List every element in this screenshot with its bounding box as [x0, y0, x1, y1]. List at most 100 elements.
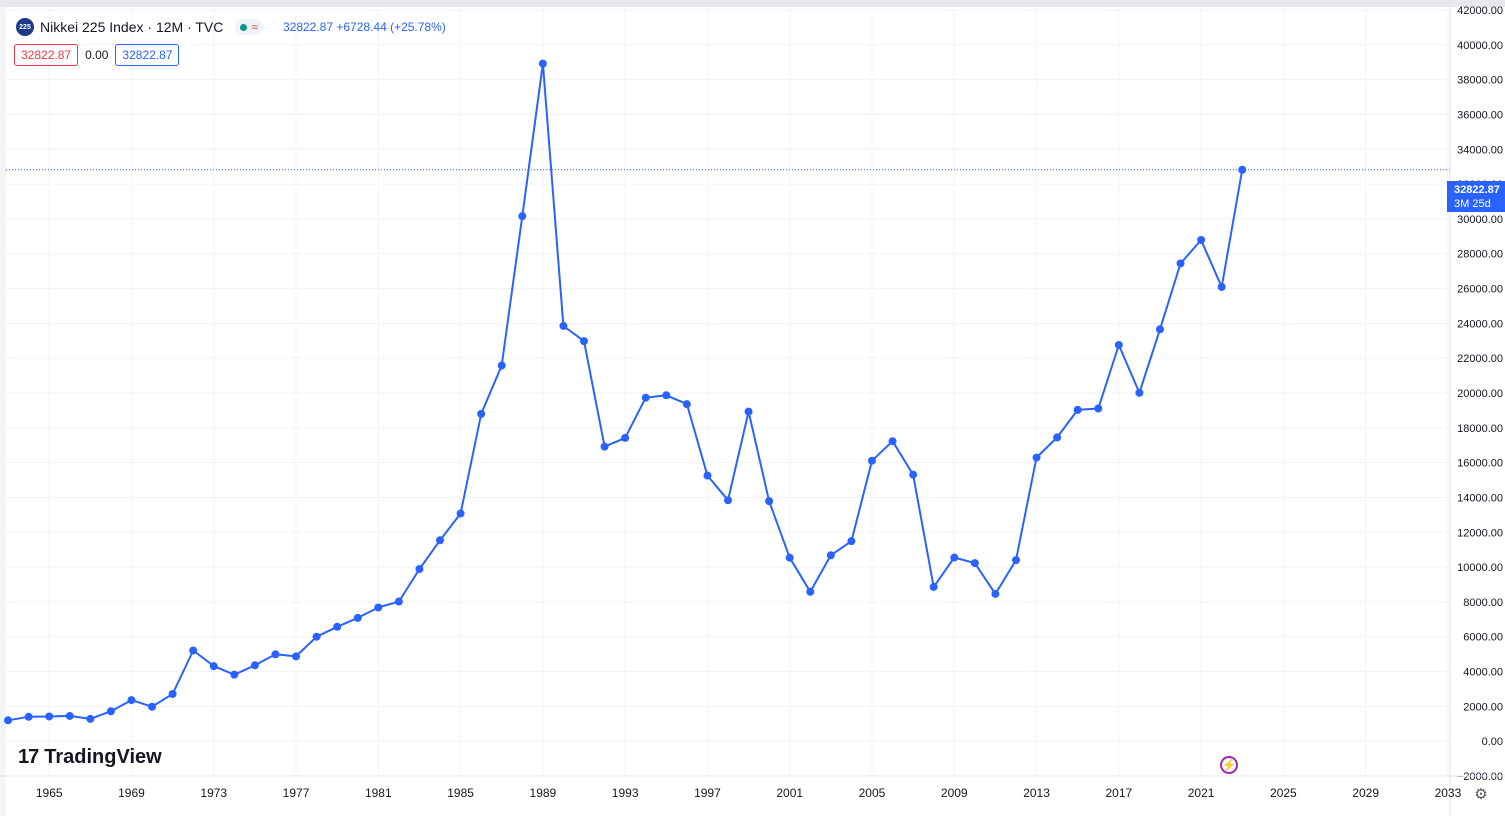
data-point	[1135, 388, 1144, 397]
last-price-value: 32822.87	[1454, 184, 1500, 196]
data-wave-icon: ≈	[251, 20, 258, 34]
y-tick-label: 10000.00	[1457, 562, 1503, 574]
left-border	[0, 7, 6, 816]
data-point	[888, 437, 897, 446]
data-point	[106, 707, 115, 716]
x-tick-label: 2029	[1352, 786, 1379, 800]
data-point	[168, 690, 177, 699]
y-tick-label: 24000.00	[1457, 318, 1503, 330]
y-tick-label: 40000.00	[1457, 40, 1503, 52]
settings-icon[interactable]: ⚙	[1474, 786, 1488, 803]
data-point	[991, 589, 1000, 598]
value-row: 32822.87 0.00 32822.87	[14, 44, 180, 66]
data-point	[765, 497, 774, 506]
data-point	[4, 716, 13, 725]
y-tick-label: 42000.00	[1457, 5, 1503, 17]
x-tick-label: 2025	[1270, 786, 1297, 800]
data-point	[641, 393, 650, 402]
x-tick-label: 2033	[1435, 786, 1462, 800]
data-point	[744, 407, 753, 416]
data-point	[148, 702, 157, 711]
top-border	[0, 0, 1505, 7]
y-tick-label: 26000.00	[1457, 284, 1503, 296]
y-tick-label: 28000.00	[1457, 249, 1503, 261]
data-point	[1197, 235, 1206, 244]
data-point	[682, 400, 691, 409]
x-tick-label: 2017	[1105, 786, 1132, 800]
data-point	[621, 433, 630, 442]
y-tick-label: 2000.00	[1463, 701, 1503, 713]
x-tick-label: 1973	[200, 786, 227, 800]
x-tick-label: 1993	[612, 786, 639, 800]
data-point	[1155, 325, 1164, 334]
y-tick-label: 38000.00	[1457, 75, 1503, 87]
y-tick-label: 16000.00	[1457, 458, 1503, 470]
y-tick-label: 8000.00	[1463, 597, 1503, 609]
data-point	[230, 670, 239, 679]
data-point	[86, 714, 95, 723]
x-tick-label: 2009	[941, 786, 968, 800]
nikkei-symbol-icon: 225	[16, 18, 34, 36]
y-tick-label: 4000.00	[1463, 667, 1503, 679]
x-tick-label: 1997	[694, 786, 721, 800]
data-point	[538, 59, 547, 68]
data-point	[518, 212, 527, 221]
data-point	[374, 603, 383, 612]
x-tick-label: 1981	[365, 786, 392, 800]
grid	[6, 9, 1450, 777]
data-point	[785, 553, 794, 562]
data-point	[127, 696, 136, 705]
value-box-right: 32822.87	[115, 44, 180, 66]
data-point	[1032, 453, 1041, 462]
x-tick-label: 2001	[776, 786, 803, 800]
data-point	[909, 470, 918, 479]
y-tick-label: −2000.00	[1457, 771, 1503, 783]
data-point	[271, 650, 280, 659]
data-point	[662, 391, 671, 400]
x-tick-label: 1985	[447, 786, 474, 800]
data-point	[1073, 405, 1082, 414]
data-point	[1094, 404, 1103, 413]
data-point	[1011, 556, 1020, 565]
y-tick-label: 36000.00	[1457, 109, 1503, 121]
y-tick-label: 34000.00	[1457, 144, 1503, 156]
y-tick-label: 6000.00	[1463, 632, 1503, 644]
data-point	[929, 582, 938, 591]
data-point	[415, 565, 424, 574]
last-price-tag: 32822.87 3M 25d	[1447, 181, 1505, 212]
x-tick-label: 2005	[859, 786, 886, 800]
symbol-title[interactable]: Nikkei 225 Index · 12M · TVC	[40, 19, 224, 35]
data-point	[497, 361, 506, 370]
data-point	[970, 559, 979, 568]
value-box-left: 32822.87	[14, 44, 79, 66]
data-point	[353, 613, 362, 622]
tradingview-mark-icon: 17	[18, 746, 39, 768]
data-point	[209, 662, 218, 671]
data-point	[867, 456, 876, 465]
last-change-values: 32822.87 +6728.44 (+25.78%)	[282, 20, 446, 34]
data-point	[292, 652, 301, 661]
time-axis: 1965 1969 1973 1977 1981 1985 1989 1993 1997 2001…	[0, 775, 1505, 800]
y-tick-label: 0.00	[1482, 736, 1503, 748]
data-point	[65, 711, 74, 720]
data-point	[580, 337, 589, 346]
tradingview-logo[interactable]: 17 TradingView	[18, 746, 162, 769]
data-point	[1053, 433, 1062, 442]
series-layer	[4, 59, 1247, 725]
data-point	[806, 587, 815, 596]
data-point	[394, 597, 403, 606]
symbol-legend[interactable]: 225 Nikkei 225 Index · 12M · TVC ≈ 32822…	[16, 16, 446, 38]
market-status-pill[interactable]: ≈	[235, 19, 263, 35]
data-point	[950, 553, 959, 562]
data-point	[45, 712, 54, 721]
y-tick-label: 14000.00	[1457, 492, 1503, 504]
data-point	[189, 646, 198, 655]
data-point	[826, 551, 835, 560]
data-point	[436, 536, 445, 545]
y-tick-label: 12000.00	[1457, 527, 1503, 539]
data-point	[847, 537, 856, 546]
lightning-icon[interactable]: ⚡	[1220, 756, 1238, 774]
x-tick-label: 2021	[1188, 786, 1215, 800]
data-point	[24, 712, 33, 721]
